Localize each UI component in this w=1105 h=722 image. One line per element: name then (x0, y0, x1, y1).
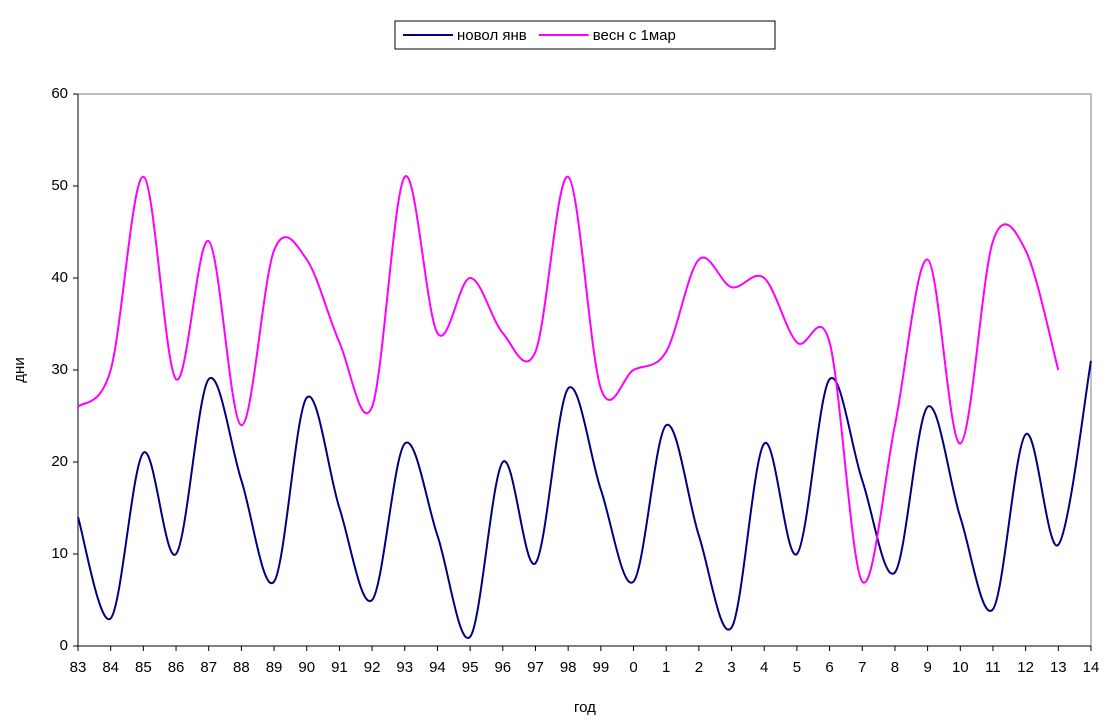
legend-label: весн с 1мар (593, 27, 676, 44)
x-tick-label: 6 (825, 659, 833, 676)
x-tick-label: 85 (135, 659, 152, 676)
x-tick-label: 99 (592, 659, 609, 676)
x-tick-label: 98 (560, 659, 577, 676)
y-tick-label: 50 (51, 177, 68, 194)
x-tick-label: 84 (102, 659, 119, 676)
y-tick-label: 40 (51, 269, 68, 286)
x-tick-label: 4 (760, 659, 768, 676)
x-tick-label: 3 (727, 659, 735, 676)
x-tick-label: 97 (527, 659, 544, 676)
x-tick-label: 1 (662, 659, 670, 676)
x-tick-label: 94 (429, 659, 446, 676)
x-tick-label: 13 (1050, 659, 1067, 676)
y-tick-label: 60 (51, 85, 68, 102)
x-tick-label: 8 (891, 659, 899, 676)
y-tick-label: 0 (60, 637, 68, 654)
x-tick-label: 14 (1083, 659, 1100, 676)
x-tick-label: 89 (266, 659, 283, 676)
x-tick-label: 83 (70, 659, 87, 676)
x-tick-label: 5 (793, 659, 801, 676)
x-tick-label: 96 (494, 659, 511, 676)
x-axis-title: год (574, 699, 596, 716)
x-tick-label: 86 (168, 659, 185, 676)
x-tick-label: 92 (364, 659, 381, 676)
y-tick-label: 30 (51, 361, 68, 378)
x-tick-label: 12 (1017, 659, 1034, 676)
y-tick-label: 20 (51, 453, 68, 470)
x-tick-label: 9 (923, 659, 931, 676)
series-line (77, 360, 1092, 640)
x-tick-label: 95 (462, 659, 479, 676)
legend-label: новол янв (457, 27, 527, 44)
x-tick-label: 91 (331, 659, 348, 676)
x-tick-label: 87 (200, 659, 217, 676)
x-tick-label: 88 (233, 659, 250, 676)
x-tick-label: 11 (985, 659, 1001, 676)
series-line (77, 175, 1060, 584)
x-tick-label: 93 (396, 659, 413, 676)
x-tick-label: 90 (298, 659, 315, 676)
x-tick-label: 2 (695, 659, 703, 676)
x-tick-label: 10 (952, 659, 969, 676)
y-axis-title: дни (11, 357, 28, 382)
x-tick-label: 7 (858, 659, 866, 676)
y-tick-label: 10 (51, 545, 68, 562)
x-tick-label: 0 (629, 659, 637, 676)
